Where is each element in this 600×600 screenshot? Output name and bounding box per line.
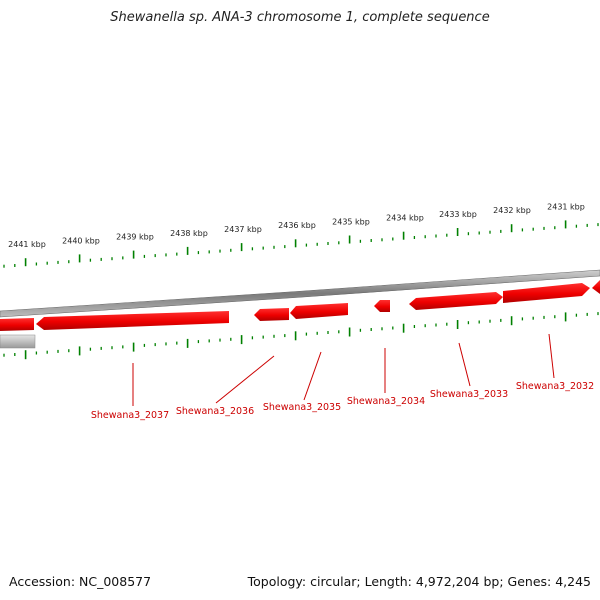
- scale-label: 2434 kbp: [386, 214, 424, 223]
- gene-label[interactable]: Shewana3_2036: [176, 406, 254, 417]
- gene-feature[interactable]: [409, 292, 503, 310]
- scale-label: 2437 kbp: [224, 225, 262, 234]
- scale-labels: 2441 kbp 2440 kbp 2439 kbp 2438 kbp 2437 kbp…: [8, 202, 585, 249]
- gene-label[interactable]: Shewana3_2032: [516, 381, 594, 392]
- scale-label: 2436 kbp: [278, 221, 316, 230]
- genome-summary-text: Topology: circular; Length: 4,972,204 bp…: [247, 574, 591, 589]
- scale-label: 2440 kbp: [62, 236, 100, 245]
- gene-feature[interactable]: [503, 283, 590, 303]
- gene-feature[interactable]: [0, 318, 34, 331]
- scale-label: 2431 kbp: [547, 202, 585, 211]
- upper-scale-ticks: [3, 220, 599, 268]
- scale-label: 2433 kbp: [439, 210, 477, 219]
- chromosome-backbone: [0, 269, 600, 318]
- scale-label: 2441 kbp: [8, 240, 46, 249]
- leader-line: [548, 333, 555, 379]
- accession-text: Accession: NC_008577: [9, 574, 152, 589]
- gene-feature[interactable]: [254, 308, 289, 321]
- scale-label: 2435 kbp: [332, 217, 370, 226]
- gene-label[interactable]: Shewana3_2037: [91, 410, 169, 421]
- leader-line: [458, 342, 471, 387]
- scale-label: 2438 kbp: [170, 229, 208, 238]
- gene-feature[interactable]: [374, 300, 390, 312]
- leader-line: [215, 355, 275, 404]
- gene-feature[interactable]: [290, 303, 348, 319]
- gene-label[interactable]: Shewana3_2035: [263, 402, 341, 413]
- scale-label: 2432 kbp: [493, 206, 531, 215]
- gene-label[interactable]: Shewana3_2033: [430, 389, 508, 400]
- gene-label[interactable]: Shewana3_2034: [347, 396, 425, 407]
- gene-feature[interactable]: [592, 280, 600, 294]
- gene-feature[interactable]: [36, 311, 229, 330]
- gene-track: [0, 280, 600, 331]
- gene-labels: Shewana3_2037 Shewana3_2036 Shewana3_203…: [91, 381, 594, 421]
- lower-scale-ticks: [3, 312, 599, 360]
- gene-label-leaders: [132, 333, 555, 406]
- leader-line: [303, 351, 322, 401]
- secondary-feature: [0, 334, 36, 349]
- map-title: Shewanella sp. ANA-3 chromosome 1, compl…: [110, 10, 490, 25]
- scale-label: 2439 kbp: [116, 233, 154, 242]
